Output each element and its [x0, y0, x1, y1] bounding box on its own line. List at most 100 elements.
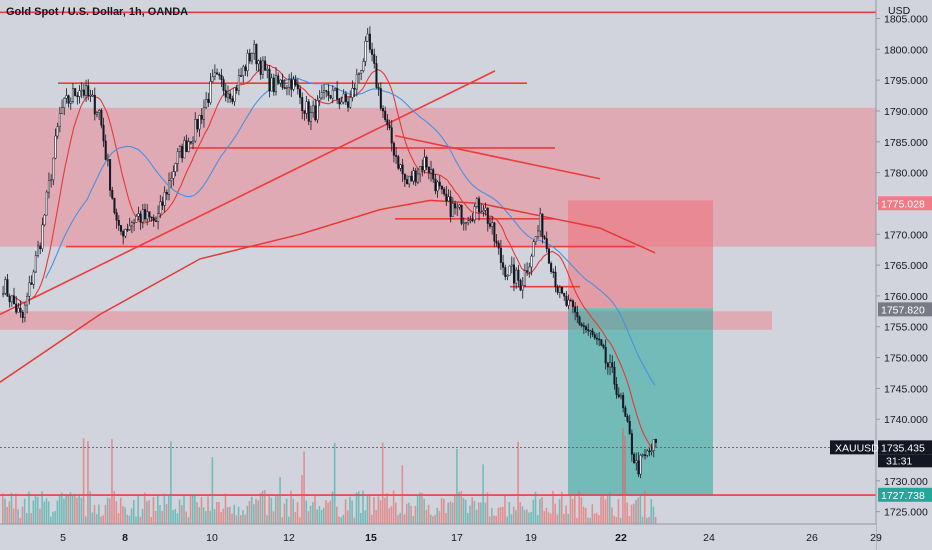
volume-bar	[283, 503, 286, 524]
symbol-box	[830, 440, 874, 455]
volume-bar	[434, 514, 436, 524]
volume-bar	[261, 490, 264, 524]
candle-body	[615, 384, 618, 395]
candle-body	[392, 142, 395, 156]
volume-bar	[325, 500, 327, 524]
candle-body	[106, 159, 109, 161]
candle-body	[576, 312, 579, 318]
volume-bar	[178, 499, 181, 524]
volume-bar	[399, 512, 401, 524]
volume-bar	[652, 506, 655, 524]
volume-bar	[309, 505, 312, 524]
candle-body	[250, 53, 254, 62]
candle-body	[47, 180, 50, 193]
volume-bar	[154, 511, 157, 524]
candle-body	[220, 75, 223, 80]
candle-body	[19, 307, 22, 313]
candle-body	[78, 90, 81, 97]
volume-bar	[312, 502, 314, 524]
candle-body	[266, 68, 269, 71]
volume-bar	[443, 498, 445, 524]
candle-body	[412, 170, 415, 182]
volume-bar	[392, 490, 395, 524]
candle-body	[292, 79, 295, 90]
volume-bar	[593, 513, 596, 524]
volume-bar	[143, 492, 146, 524]
volume-bar	[60, 492, 63, 524]
stop-loss-zone	[568, 200, 713, 309]
ma-fast	[12, 63, 656, 451]
volume-bar	[285, 498, 288, 524]
volume-bar	[401, 465, 404, 524]
candle-body	[244, 66, 247, 72]
candle-body	[294, 79, 297, 86]
price-tick-label: 1795.000	[884, 75, 928, 87]
volume-bar	[6, 506, 8, 524]
price-tick-label: 1785.000	[884, 137, 928, 149]
candle-body	[268, 68, 271, 92]
candle-body	[67, 95, 70, 104]
volume-bar	[421, 493, 423, 524]
volume-bar	[600, 496, 602, 524]
candle-body	[397, 156, 400, 169]
candle-body	[181, 146, 184, 159]
volume-bar	[159, 505, 161, 524]
candle-body	[255, 44, 258, 65]
time-tick-label: 12	[283, 532, 295, 544]
volume-bar	[237, 506, 240, 524]
volume-bar	[336, 506, 338, 524]
volume-bar	[39, 508, 41, 524]
volume-bar	[521, 506, 524, 524]
candle-body	[628, 420, 631, 434]
volume-bar	[340, 517, 342, 524]
volume-bar	[93, 504, 96, 524]
volume-bar	[475, 509, 478, 524]
candle-body	[89, 95, 92, 97]
candle-body	[43, 214, 46, 226]
volume-bar	[235, 515, 238, 524]
volume-bar	[229, 506, 231, 524]
candle-body	[176, 151, 179, 164]
candle-body	[74, 88, 77, 96]
candle-body	[301, 97, 304, 112]
candle-body	[213, 72, 216, 77]
candle-body	[567, 299, 570, 306]
volume-bar	[303, 451, 305, 524]
candle-body	[45, 191, 48, 216]
candle-body	[471, 219, 474, 222]
candle-body	[434, 178, 437, 192]
volume-bar	[2, 493, 4, 524]
candle-body	[456, 206, 459, 209]
candle-body	[438, 181, 441, 187]
volume-bar	[36, 496, 39, 524]
candle-body	[425, 156, 428, 168]
candle-body	[233, 87, 236, 102]
volume-bar	[445, 512, 447, 524]
volume-bar	[54, 510, 56, 524]
candle-body	[283, 87, 286, 89]
candle-body	[375, 63, 378, 88]
price-tick-label: 1740.000	[884, 414, 928, 426]
candle-body	[423, 156, 426, 171]
volume-bar	[473, 500, 476, 524]
volume-bar	[209, 510, 211, 524]
volume-bar	[510, 514, 513, 524]
volume-bar	[377, 496, 380, 524]
candle-body	[353, 87, 356, 90]
volume-bar	[307, 511, 310, 524]
volume-bar	[458, 491, 460, 524]
volume-bar	[250, 496, 253, 524]
candle-body	[523, 270, 526, 286]
candle-body	[170, 178, 173, 181]
candle-body	[386, 119, 389, 126]
volume-bar	[91, 512, 94, 524]
candle-body	[200, 115, 203, 120]
time-tick-label: 5	[60, 532, 66, 544]
candle-body	[226, 93, 229, 98]
candle-body	[133, 222, 136, 224]
candle-body	[561, 287, 564, 294]
candle-body	[362, 61, 365, 71]
volume-bar	[327, 502, 329, 524]
candle-body	[440, 185, 443, 190]
